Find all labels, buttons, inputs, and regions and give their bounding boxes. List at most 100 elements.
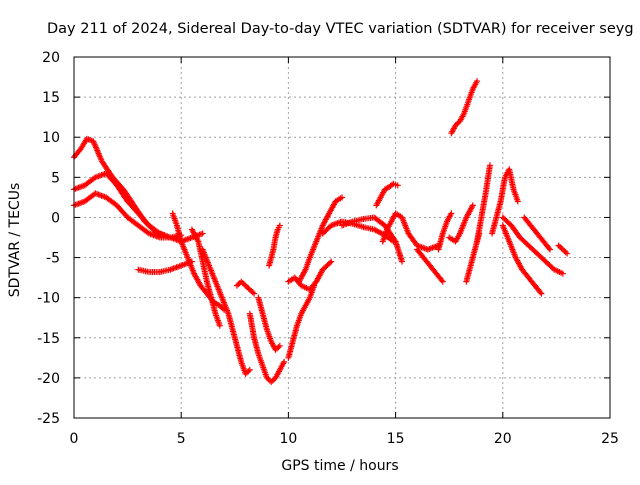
data-trace [189, 228, 201, 243]
data-trace [213, 280, 225, 300]
y-tick-label: 0 [51, 210, 60, 226]
data-point [559, 270, 566, 277]
data-trace [380, 228, 390, 243]
data-point [399, 258, 406, 265]
data-trace [313, 224, 326, 243]
series-arc-14 [296, 194, 345, 285]
series-arc-11 [266, 222, 283, 269]
data-points [71, 78, 571, 385]
x-tick-label: 20 [494, 431, 512, 447]
y-tick-label: 5 [51, 170, 60, 186]
series-arc-26 [499, 222, 545, 297]
data-trace [506, 168, 517, 191]
x-tick-label: 0 [70, 431, 79, 447]
data-trace [85, 136, 95, 144]
data-trace [533, 284, 544, 296]
data-trace [243, 284, 252, 292]
series-arc-25 [489, 166, 521, 237]
data-point [199, 230, 206, 237]
y-tick-label: -20 [37, 371, 60, 387]
data-trace [428, 263, 439, 276]
data-trace [393, 240, 405, 263]
data-point [251, 290, 258, 297]
data-trace [509, 223, 522, 240]
data-trace [274, 344, 282, 352]
data-trace [320, 223, 334, 236]
data-trace [513, 256, 525, 272]
data-trace [470, 79, 480, 91]
series-arc-6 [199, 246, 253, 377]
series-arc-21 [446, 202, 476, 245]
data-point [514, 198, 521, 205]
data-trace [72, 147, 83, 159]
data-trace [114, 183, 130, 204]
series-arc-8 [233, 278, 258, 297]
data-point [246, 366, 253, 373]
series-arc-22 [448, 78, 481, 137]
data-point [276, 222, 283, 229]
data-trace [511, 188, 521, 203]
data-trace [265, 376, 273, 384]
x-tick-label: 5 [177, 431, 186, 447]
data-trace [449, 123, 458, 135]
data-trace [464, 203, 475, 219]
y-tick-label: -5 [46, 251, 60, 267]
y-axis-label: SDTVAR / TECUs [7, 183, 23, 298]
chart-title: Day 211 of 2024, Sidereal Day-to-day VTE… [47, 21, 634, 37]
data-trace [296, 268, 308, 284]
data-trace [269, 376, 278, 384]
data-trace [110, 175, 126, 192]
data-trace [99, 159, 115, 179]
data-point [246, 286, 253, 293]
data-trace [415, 247, 426, 260]
data-trace [320, 211, 332, 227]
data-point [242, 282, 249, 289]
data-trace [273, 368, 282, 380]
data-trace [501, 215, 514, 228]
data-point [448, 210, 455, 217]
data-trace [136, 211, 151, 228]
data-trace [406, 231, 420, 248]
series-arc-20 [435, 210, 455, 253]
data-point [564, 250, 571, 257]
data-point [328, 258, 335, 265]
data-trace [383, 184, 391, 192]
data-trace [541, 239, 552, 252]
data-trace [218, 304, 226, 312]
data-trace [447, 235, 457, 244]
data-trace [518, 235, 531, 248]
data-trace [303, 256, 313, 271]
data-trace [243, 368, 252, 376]
series-arc-16 [339, 214, 406, 265]
data-trace [136, 223, 151, 236]
series-arc-10 [255, 294, 283, 353]
data-point [394, 182, 401, 189]
data-trace [457, 111, 467, 123]
data-point [486, 162, 493, 169]
data-trace [553, 267, 565, 276]
data-point [281, 358, 288, 365]
data-trace [239, 280, 248, 288]
data-trace [474, 216, 485, 243]
data-trace [248, 288, 256, 296]
plot-frame [73, 56, 611, 419]
axis-ticks: 0 5 10 15 20 25 -25 -20 -15 -10 -5 0 5 10 15 20 [37, 50, 619, 447]
y-tick-label: 20 [42, 50, 60, 66]
data-trace [247, 312, 257, 340]
series-arc-7 [135, 258, 195, 275]
data-trace [115, 203, 130, 220]
data-trace [212, 299, 222, 308]
data-trace [206, 264, 218, 283]
data-point [242, 370, 249, 377]
data-trace [200, 260, 210, 283]
x-tick-label: 10 [279, 431, 297, 447]
data-trace [372, 215, 387, 228]
data-point [276, 342, 283, 349]
data-trace [444, 212, 454, 223]
data-trace [235, 280, 243, 288]
data-trace [440, 220, 450, 235]
data-trace [543, 259, 556, 272]
data-trace [384, 220, 394, 231]
data-trace [299, 304, 308, 316]
